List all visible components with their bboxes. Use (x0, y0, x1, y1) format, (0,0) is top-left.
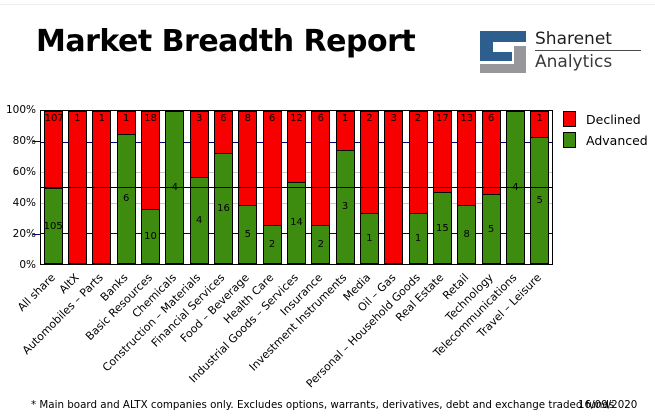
sharenet-logo-icon (480, 31, 526, 73)
bar-advanced-segment: 15 (433, 192, 451, 263)
bar-value-declined: 1 (122, 113, 130, 124)
bar-value-advanced: 5 (536, 195, 543, 207)
logo-text: Sharenet Analytics (535, 29, 641, 72)
legend-label: Declined (586, 111, 641, 127)
bar-advanced-segment: 4 (190, 176, 208, 263)
bar-value-declined: 6 (487, 113, 495, 124)
bar-value-advanced: 2 (268, 239, 276, 251)
bar-value-advanced: 5 (244, 228, 251, 240)
bar-value-declined: 1 (341, 113, 349, 124)
bar-value-advanced: 10 (144, 231, 157, 243)
report-date: 16/09/2020 (578, 399, 638, 411)
bar-advanced-segment: 5 (482, 194, 500, 263)
y-axis-label: 0% (19, 259, 36, 271)
legend-label: Advanced (586, 132, 648, 148)
logo-divider (535, 50, 641, 51)
bar-value-advanced: 16 (217, 203, 230, 215)
bar-value-advanced: 14 (290, 217, 303, 229)
bar-value-declined: 107 (44, 113, 64, 124)
bar-advanced-segment: 5 (239, 204, 257, 263)
bar-value-declined: 3 (195, 113, 203, 124)
bar-value-declined: 6 (317, 113, 324, 124)
bar-advanced-segment: 14 (287, 181, 305, 263)
bar-value-declined: 6 (268, 113, 276, 124)
bar-advanced-segment: 2 (312, 225, 330, 263)
bar-value-declined: 18 (144, 113, 157, 124)
bar-value-declined: 6 (220, 113, 227, 124)
bar-advanced-segment: 8 (458, 205, 476, 263)
bar-value-advanced: 8 (463, 229, 470, 241)
bar-advanced-segment: 16 (214, 153, 232, 263)
bar-value-declined: 1 (536, 113, 543, 124)
bar-value-advanced: 4 (195, 214, 203, 226)
bar-advanced-segment: 1 (409, 212, 427, 263)
x-axis-label: All share (14, 271, 58, 314)
logo-subname: Analytics (535, 52, 613, 72)
bar-advanced-segment: 6 (117, 133, 135, 263)
bar-value-declined: 1 (74, 113, 81, 124)
logo-name: Sharenet (535, 29, 612, 49)
plot-area: 1071051116181043461685621214621321321171… (40, 110, 553, 265)
y-axis-label: 100% (5, 104, 36, 116)
bar-advanced-segment: 105 (43, 188, 63, 263)
bar-value-advanced: 2 (317, 239, 324, 251)
bar-advanced-segment: 2 (263, 225, 281, 263)
bar-value-declined: 3 (390, 113, 397, 124)
fifty-percent-line (41, 187, 552, 188)
legend: Declined Advanced (563, 111, 648, 153)
bar-value-advanced: 105 (43, 220, 63, 232)
bar-value-declined: 13 (460, 113, 474, 124)
y-axis-label: 40% (12, 197, 36, 209)
bar-value-declined: 1 (98, 113, 105, 124)
bar-value-advanced: 6 (122, 193, 130, 205)
bar-value-declined: 8 (244, 113, 251, 124)
bar-advanced-segment: 10 (141, 209, 159, 263)
legend-item-declined: Declined (563, 111, 648, 127)
bar-advanced-segment: 3 (336, 149, 354, 263)
sharenet-logo: Sharenet Analytics (478, 29, 648, 77)
y-axis-label: 20% (12, 228, 36, 240)
bar-value-declined: 12 (290, 113, 303, 124)
bar-value-advanced: 1 (414, 232, 422, 244)
bar-value-advanced: 5 (487, 223, 495, 235)
y-axis-tick (33, 234, 40, 235)
declined-swatch (563, 111, 576, 127)
top-divider (0, 4, 655, 5)
bar-advanced-segment: 5 (531, 137, 549, 263)
footnote: * Main board and ALTX companies only. Ex… (31, 399, 615, 411)
bar-value-advanced: 3 (341, 201, 349, 213)
bar-advanced-segment: 1 (360, 212, 378, 263)
bar-value-advanced: 1 (366, 232, 373, 244)
legend-item-advanced: Advanced (563, 132, 648, 148)
y-axis-label: 80% (12, 135, 36, 147)
bar-value-advanced: 15 (436, 222, 449, 234)
y-axis-label: 60% (12, 166, 36, 178)
y-axis-tick (33, 141, 40, 142)
bar-value-declined: 17 (436, 113, 449, 124)
bar-value-declined: 2 (414, 113, 422, 124)
page-title: Market Breadth Report (36, 24, 416, 59)
advanced-swatch (563, 132, 576, 148)
bar-value-declined: 2 (366, 113, 373, 124)
